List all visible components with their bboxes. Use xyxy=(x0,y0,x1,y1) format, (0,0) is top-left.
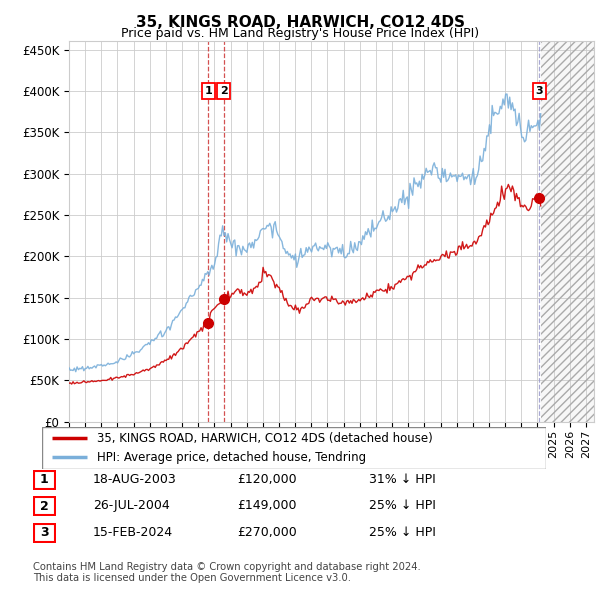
Text: 31% ↓ HPI: 31% ↓ HPI xyxy=(369,473,436,486)
Text: 2: 2 xyxy=(220,86,227,96)
Text: 18-AUG-2003: 18-AUG-2003 xyxy=(93,473,177,486)
Text: 35, KINGS ROAD, HARWICH, CO12 4DS: 35, KINGS ROAD, HARWICH, CO12 4DS xyxy=(136,15,464,30)
Text: 26-JUL-2004: 26-JUL-2004 xyxy=(93,499,170,512)
Text: Contains HM Land Registry data © Crown copyright and database right 2024.: Contains HM Land Registry data © Crown c… xyxy=(33,562,421,572)
Text: £120,000: £120,000 xyxy=(237,473,296,486)
Text: 25% ↓ HPI: 25% ↓ HPI xyxy=(369,499,436,512)
Text: 3: 3 xyxy=(40,526,49,539)
Text: 1: 1 xyxy=(205,86,212,96)
Text: Price paid vs. HM Land Registry's House Price Index (HPI): Price paid vs. HM Land Registry's House … xyxy=(121,27,479,40)
Text: £270,000: £270,000 xyxy=(237,526,297,539)
Bar xyxy=(541,41,594,422)
Text: 3: 3 xyxy=(536,86,543,96)
Text: £149,000: £149,000 xyxy=(237,499,296,512)
Text: 1: 1 xyxy=(40,473,49,486)
Text: 35, KINGS ROAD, HARWICH, CO12 4DS (detached house): 35, KINGS ROAD, HARWICH, CO12 4DS (detac… xyxy=(97,432,433,445)
Text: 2: 2 xyxy=(40,500,49,513)
Text: 15-FEB-2024: 15-FEB-2024 xyxy=(93,526,173,539)
FancyBboxPatch shape xyxy=(42,427,546,469)
Text: HPI: Average price, detached house, Tendring: HPI: Average price, detached house, Tend… xyxy=(97,451,367,464)
Bar xyxy=(541,41,594,422)
Text: This data is licensed under the Open Government Licence v3.0.: This data is licensed under the Open Gov… xyxy=(33,573,351,583)
Text: 25% ↓ HPI: 25% ↓ HPI xyxy=(369,526,436,539)
